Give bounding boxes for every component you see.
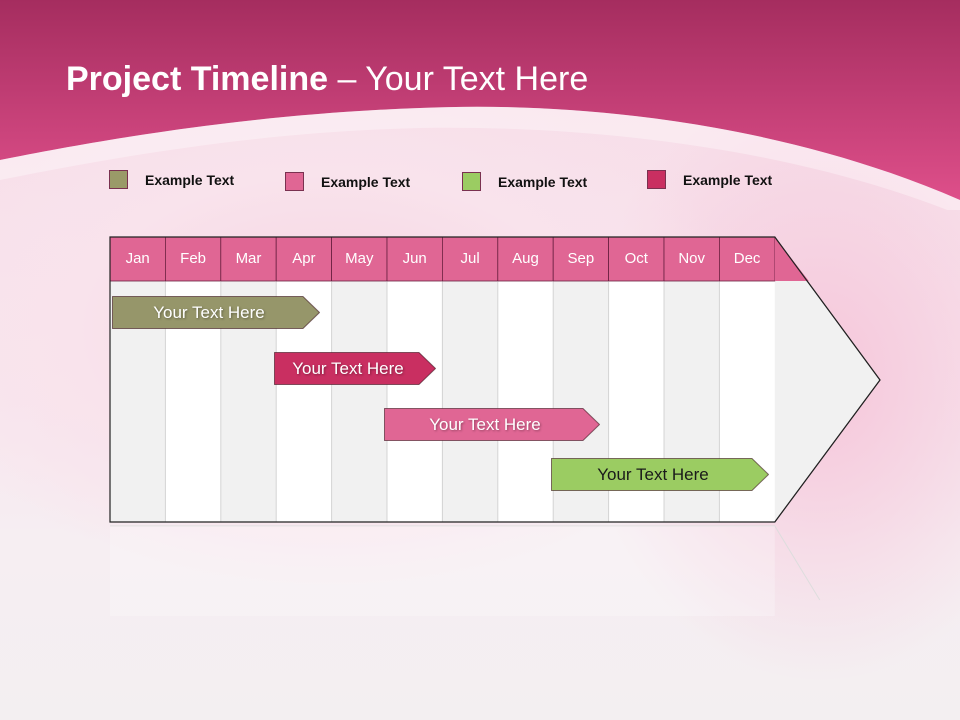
legend-item: Example Text: [647, 170, 772, 189]
legend-swatch: [462, 172, 481, 191]
month-label-jul: Jul: [460, 250, 480, 267]
legend-swatch: [647, 170, 666, 189]
month-label-oct: Oct: [624, 250, 648, 267]
month-column: [497, 281, 554, 522]
task-label: Your Text Here: [429, 415, 541, 434]
month-column: [331, 281, 387, 522]
month-label-may: May: [345, 250, 374, 267]
title-rest: – Your Text Here: [328, 60, 589, 98]
header-banner: [0, 0, 960, 210]
month-label-feb: Feb: [180, 250, 207, 267]
task-arrow-shape: [274, 352, 436, 385]
reflection-fill: [110, 526, 775, 616]
month-header-cell: [552, 236, 610, 282]
task-label: Your Text Here: [153, 303, 265, 322]
reflection: [110, 525, 821, 601]
month-label-dec: Dec: [733, 250, 761, 267]
timeline-outline: [109, 236, 881, 523]
task-bar[interactable]: Your Text Here: [384, 408, 600, 441]
month-header-cell: [719, 236, 776, 282]
legend-label: Example Text: [498, 173, 588, 190]
month-column: [387, 281, 443, 522]
month-column: [442, 281, 498, 522]
legend-item: Example Text: [462, 172, 587, 191]
month-label-mar: Mar: [235, 250, 262, 267]
legend-label: Example Text: [683, 171, 773, 188]
task-arrow-shape: [551, 458, 769, 491]
task-bar[interactable]: Your Text Here: [274, 352, 436, 385]
legend-item: Example Text: [285, 172, 410, 191]
task-arrow-shape: [112, 296, 320, 329]
legend-label: Example Text: [145, 171, 235, 188]
legend-label: Example Text: [321, 173, 411, 190]
task-arrow-shape: [384, 408, 600, 441]
task-label: Your Text Here: [292, 359, 404, 378]
legend-item: Example Text: [109, 170, 234, 189]
month-label-nov: Nov: [678, 250, 706, 267]
month-header-cell: [220, 236, 277, 282]
month-header-cell: [386, 236, 443, 282]
month-header-cell: [275, 236, 333, 282]
task-bar[interactable]: Your Text Here: [551, 458, 769, 491]
legend-swatch: [285, 172, 304, 191]
month-label-jun: Jun: [402, 250, 427, 267]
task-label: Your Text Here: [597, 465, 709, 484]
title-bold: Project Timeline: [66, 60, 329, 98]
month-header-cell: [663, 236, 720, 282]
page-title: Project Timeline – Your Text Here: [66, 60, 588, 99]
month-label-aug: Aug: [512, 250, 539, 267]
task-bar[interactable]: Your Text Here: [112, 296, 320, 329]
legend-swatch: [109, 170, 128, 189]
month-header-cell: [441, 236, 499, 282]
month-label-apr: Apr: [292, 250, 316, 267]
month-label-jan: Jan: [125, 250, 150, 267]
month-label-sep: Sep: [567, 250, 595, 267]
